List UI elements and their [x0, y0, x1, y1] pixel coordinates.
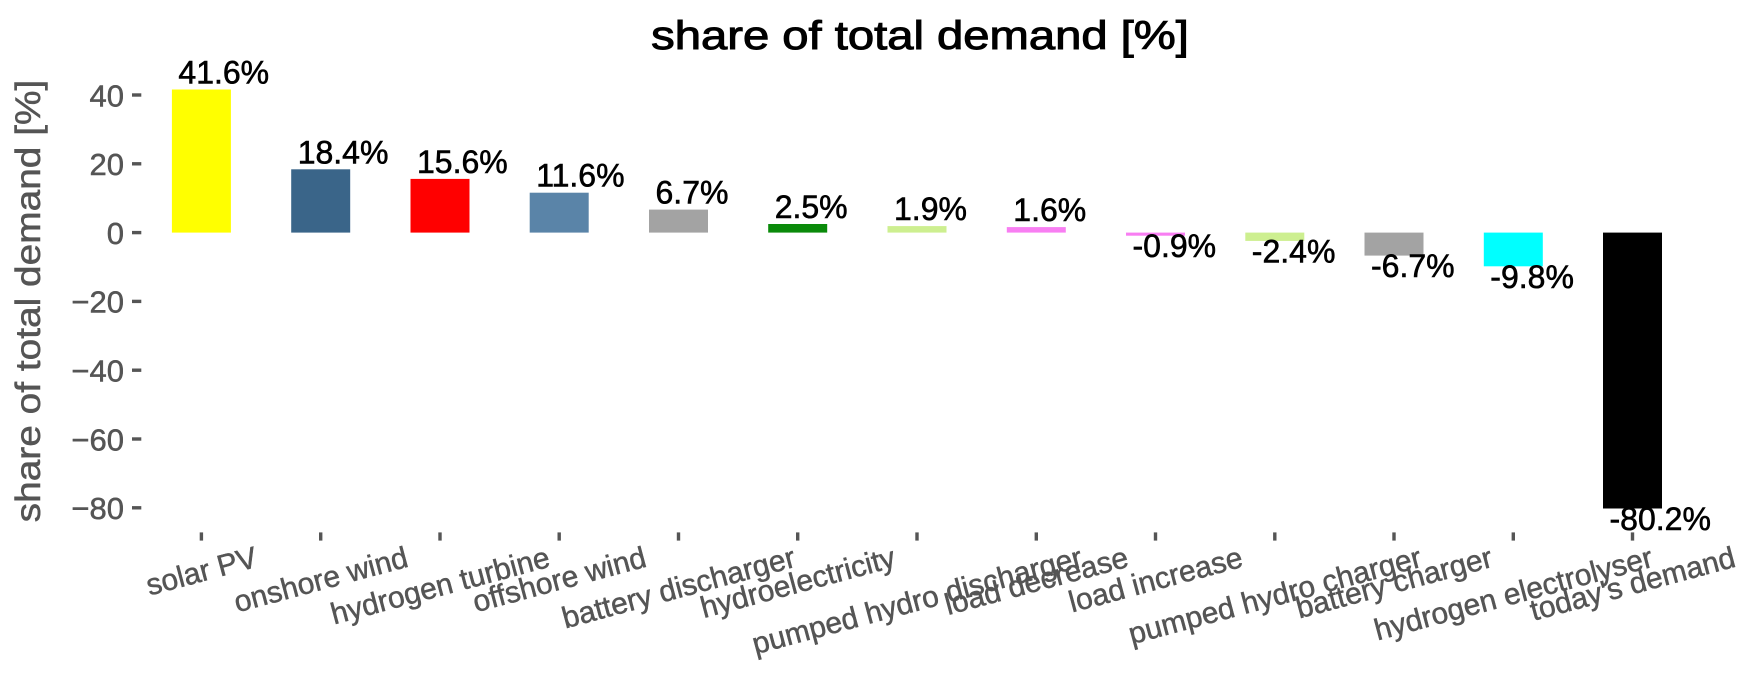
svg-text:share of total demand [%]: share of total demand [%]: [651, 13, 1189, 58]
svg-text:-2.4%: -2.4%: [1252, 233, 1336, 269]
svg-text:−80: −80: [71, 491, 124, 526]
svg-text:0: 0: [107, 216, 124, 251]
svg-text:11.6%: 11.6%: [536, 158, 624, 194]
svg-text:40: 40: [90, 78, 124, 113]
svg-text:1.6%: 1.6%: [1013, 192, 1086, 228]
svg-text:41.6%: 41.6%: [178, 55, 269, 91]
svg-text:2.5%: 2.5%: [775, 189, 848, 225]
svg-text:−40: −40: [71, 354, 124, 389]
svg-text:-6.7%: -6.7%: [1371, 248, 1455, 284]
svg-text:share of total demand [%]: share of total demand [%]: [9, 80, 48, 523]
svg-text:6.7%: 6.7%: [656, 175, 729, 211]
svg-text:−20: −20: [71, 285, 124, 320]
svg-text:18.4%: 18.4%: [298, 134, 389, 170]
svg-text:20: 20: [90, 147, 124, 182]
svg-text:-80.2%: -80.2%: [1610, 501, 1711, 537]
svg-text:-9.8%: -9.8%: [1490, 259, 1574, 295]
svg-text:−60: −60: [71, 422, 124, 457]
svg-text:1.9%: 1.9%: [894, 191, 967, 227]
svg-text:-0.9%: -0.9%: [1133, 228, 1217, 264]
svg-text:15.6%: 15.6%: [417, 144, 508, 180]
